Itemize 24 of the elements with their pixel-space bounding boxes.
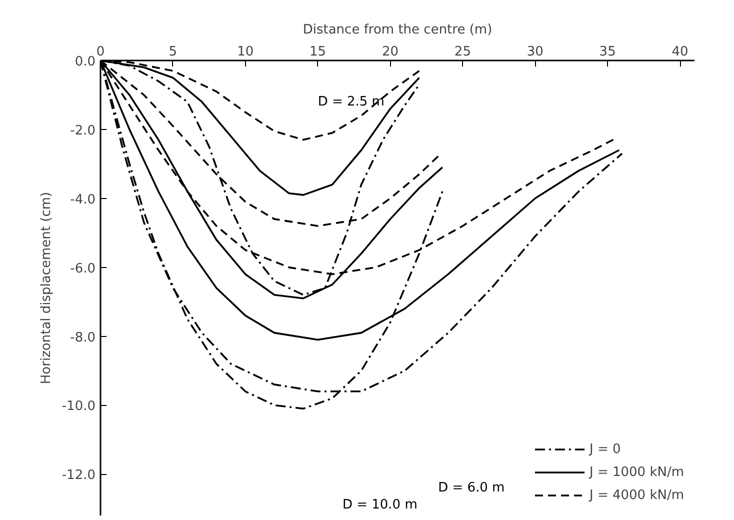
- legend-label: J = 1000 kN/m: [589, 464, 684, 480]
- annotation: D = 6.0 m: [438, 480, 505, 496]
- y-tick-label: -2.0: [70, 123, 96, 138]
- x-tick-label: 40: [672, 44, 688, 60]
- x-tick-label: 30: [526, 44, 544, 60]
- x-tick-label: 10: [237, 44, 254, 60]
- y-tick-label: -8.0: [70, 330, 96, 346]
- legend-label: J = 4000 kN/m: [589, 488, 684, 502]
- y-axis-title: Horizontal displacement (cm): [38, 192, 54, 384]
- y-tick-label: 0.0: [74, 54, 96, 70]
- x-tick-label: 20: [382, 44, 399, 60]
- x-tick-label: 15: [310, 44, 326, 60]
- x-tick-label: 5: [168, 44, 178, 60]
- x-tick-label: 25: [454, 44, 471, 60]
- y-tick-label: -10.0: [62, 399, 96, 414]
- annotation: D = 2.5 m: [318, 94, 384, 110]
- y-tick-label: -4.0: [70, 192, 96, 208]
- y-tick-label: -12.0: [62, 468, 96, 484]
- x-tick-label: 35: [599, 44, 616, 60]
- annotation: D = 10.0 m: [342, 498, 418, 513]
- x-tick-label: 0: [96, 44, 105, 60]
- x-axis-title: Distance from the centre (m): [302, 22, 492, 38]
- y-tick-label: -6.0: [70, 261, 96, 276]
- legend-label: J = 0: [589, 442, 621, 456]
